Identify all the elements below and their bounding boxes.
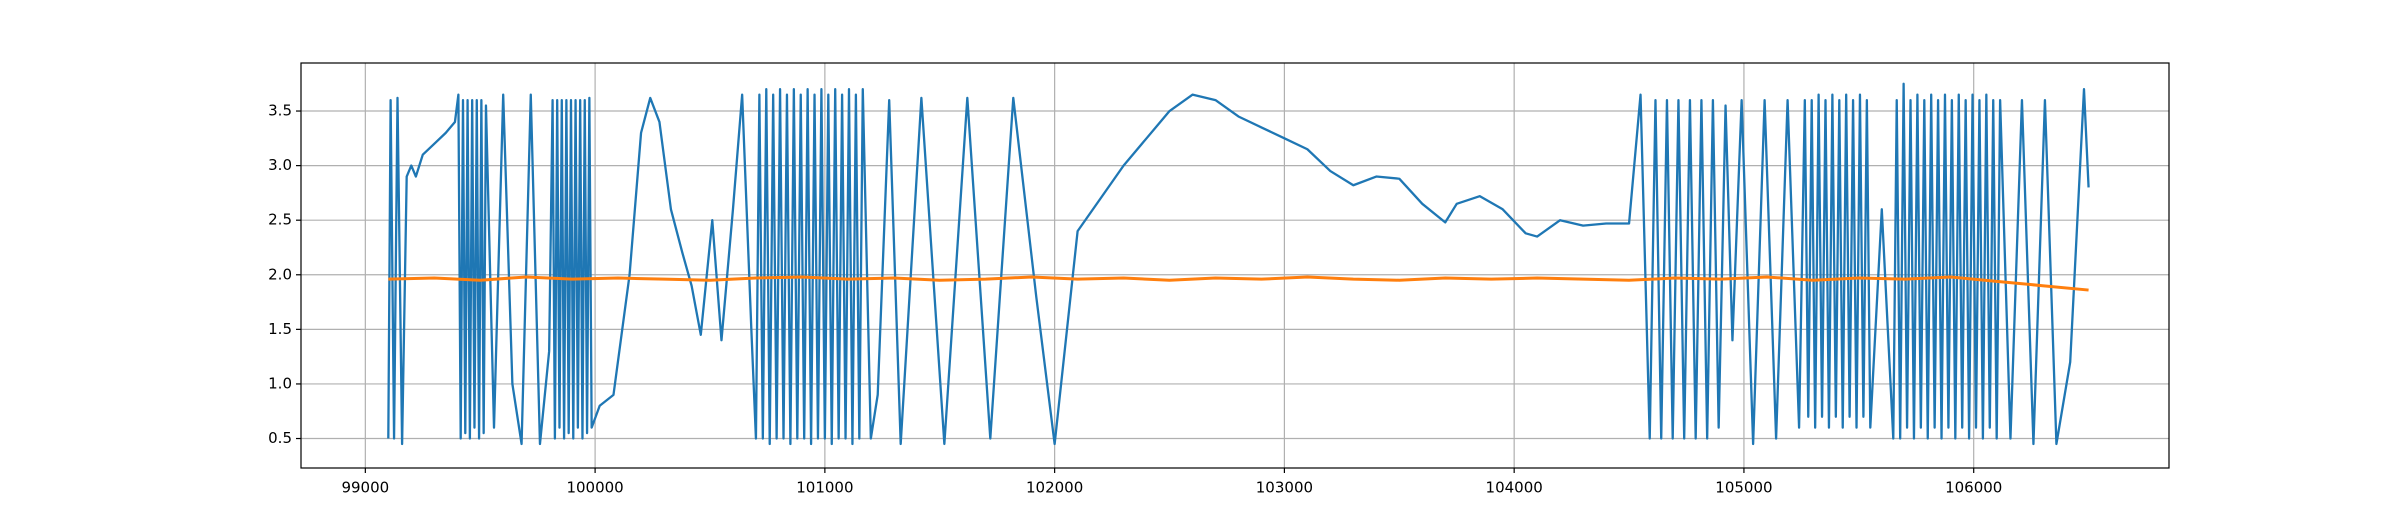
y-tick-label: 1.5 [268,320,292,338]
axes-frame [300,62,2170,469]
y-tick-label: 2.0 [268,265,292,283]
plot-area [387,82,2090,446]
line-series [387,82,2090,446]
x-tick-label: 99000 [341,479,389,497]
x-tick-label: 106000 [1945,479,2002,497]
y-tick-label: 3.5 [268,102,292,120]
y-tick-label: 2.5 [268,211,292,229]
y-tick-label: 0.5 [268,429,292,447]
x-tick-label: 103000 [1256,479,1313,497]
x-tick-label: 102000 [1026,479,1083,497]
x-tick-label: 100000 [566,479,623,497]
line-series [388,275,2089,292]
x-tick-label: 101000 [796,479,853,497]
x-tick-label: 104000 [1486,479,1543,497]
ticks: 99000 100000 101000 102000 103000 104000 10500… [268,102,2002,497]
x-tick-label: 105000 [1715,479,1772,497]
y-tick-label: 1.0 [268,374,292,392]
y-tick-label: 3.0 [268,156,292,174]
